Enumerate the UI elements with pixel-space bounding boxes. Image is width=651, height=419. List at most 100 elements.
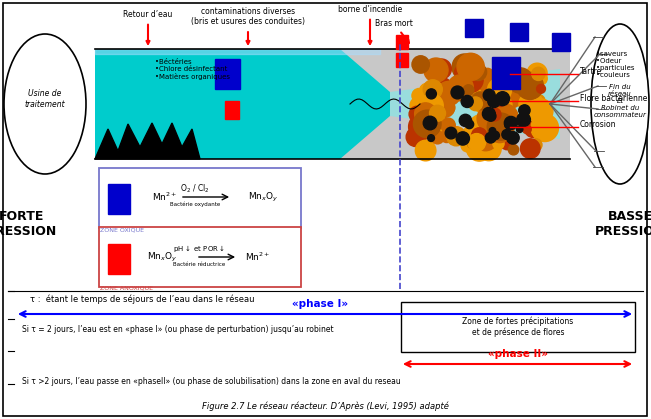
Circle shape [465,120,474,129]
Text: Bactérie oxydante: Bactérie oxydante [170,201,220,207]
Text: Mn$^{2+}$: Mn$^{2+}$ [245,251,270,263]
Circle shape [423,80,442,99]
Circle shape [531,114,559,142]
Circle shape [490,132,499,141]
Text: pH$\downarrow$ et POR$\downarrow$: pH$\downarrow$ et POR$\downarrow$ [173,243,225,253]
Text: $\mathrm{O_2\ /\ Cl_2}$: $\mathrm{O_2\ /\ Cl_2}$ [180,183,210,195]
Text: •Béctéries
•Chlore désinfectant
•Matières organiques: •Béctéries •Chlore désinfectant •Matière… [155,59,230,80]
Circle shape [447,75,473,101]
Circle shape [530,94,546,110]
Circle shape [413,110,441,138]
Circle shape [488,108,501,121]
Text: τ :  étant le temps de séjours de l’eau dans le réseau: τ : étant le temps de séjours de l’eau d… [30,294,255,304]
Circle shape [406,127,425,147]
Circle shape [479,75,497,93]
Circle shape [516,116,525,126]
Circle shape [409,114,435,140]
Bar [95,49,570,159]
Circle shape [483,89,495,101]
Circle shape [466,135,492,161]
Polygon shape [95,123,200,159]
Text: Flore bactérienne: Flore bactérienne [580,93,647,103]
Circle shape [456,57,473,74]
Circle shape [516,126,523,132]
Text: contaminations diverses
(bris et usures des conduites): contaminations diverses (bris et usures … [191,7,305,44]
Circle shape [412,56,430,73]
Bar [510,23,528,41]
Circle shape [488,88,496,96]
Circle shape [525,121,541,137]
Circle shape [432,59,451,79]
Circle shape [426,89,436,99]
Circle shape [468,114,496,142]
Circle shape [470,64,486,80]
Circle shape [430,105,445,121]
Circle shape [409,106,425,122]
Circle shape [489,127,496,134]
Circle shape [495,92,510,106]
FancyBboxPatch shape [3,3,647,416]
Circle shape [482,68,493,80]
Circle shape [477,105,504,132]
Circle shape [441,101,455,115]
Circle shape [441,130,453,142]
Text: Usine de
traitement: Usine de traitement [25,89,65,109]
Circle shape [464,127,475,137]
Bar [108,244,130,274]
Text: •saveurs
•Odeur
•particules
•couleurs: •saveurs •Odeur •particules •couleurs [596,51,635,78]
Circle shape [520,139,540,158]
Circle shape [469,97,482,111]
Circle shape [486,111,496,121]
Circle shape [508,68,533,93]
Circle shape [471,92,490,110]
Circle shape [410,97,426,114]
Circle shape [506,132,519,144]
Circle shape [477,136,501,161]
Circle shape [413,115,429,131]
Circle shape [415,140,436,161]
Circle shape [523,125,531,134]
Circle shape [488,113,514,140]
Circle shape [422,105,435,117]
Circle shape [530,139,542,151]
Bar [215,59,240,89]
Ellipse shape [591,24,649,184]
Circle shape [436,81,461,106]
Circle shape [473,127,497,151]
Circle shape [460,114,471,127]
Text: Zone de fortes précipitations
et de présence de flores: Zone de fortes précipitations et de prés… [462,317,574,337]
Circle shape [488,107,497,117]
Circle shape [430,115,448,134]
Circle shape [505,116,518,129]
Circle shape [489,120,511,142]
Circle shape [527,63,547,83]
Circle shape [486,132,496,143]
Bar [396,53,408,67]
Circle shape [495,97,505,106]
Text: Mn$^{2+}$: Mn$^{2+}$ [152,191,178,203]
Circle shape [516,72,544,99]
Bar [396,35,408,49]
Text: «phase I»: «phase I» [292,299,348,309]
Circle shape [502,129,512,140]
Bar [465,19,483,37]
Text: Mn$_x$O$_y$: Mn$_x$O$_y$ [147,251,178,264]
Circle shape [519,92,543,116]
Text: Retour d’eau: Retour d’eau [123,10,173,44]
FancyBboxPatch shape [99,168,301,228]
Circle shape [441,118,455,132]
Circle shape [430,77,447,93]
Circle shape [423,116,437,130]
Circle shape [528,99,553,124]
Circle shape [493,138,504,149]
Circle shape [431,131,444,144]
Text: Bras mort: Bras mort [375,18,413,43]
Circle shape [471,86,499,114]
Circle shape [488,119,508,139]
Text: Si τ = 2 jours, l’eau est en «phase I» (ou phase de perturbation) jusqu’au robin: Si τ = 2 jours, l’eau est en «phase I» (… [22,324,333,334]
Text: ZONE OXIQUE: ZONE OXIQUE [100,227,144,232]
Circle shape [535,72,547,85]
Circle shape [491,131,499,140]
Circle shape [454,65,468,79]
Circle shape [508,145,519,155]
